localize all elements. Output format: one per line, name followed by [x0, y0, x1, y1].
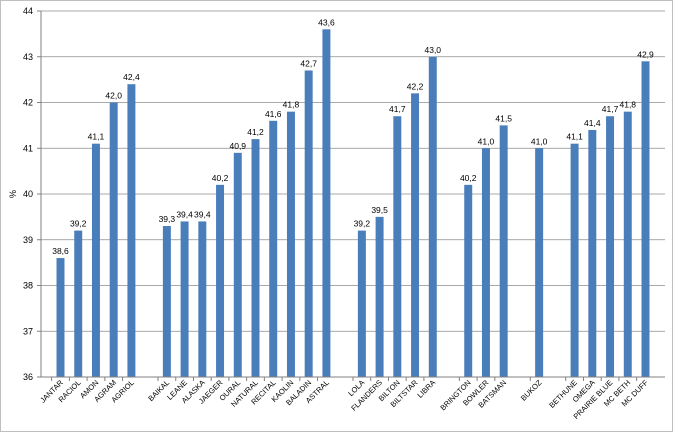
- bar: [162, 226, 171, 377]
- y-tick-label: 41: [23, 143, 33, 153]
- data-labels: 38,639,241,142,042,439,3 39,4 39,440,240,9…: [52, 17, 654, 256]
- bar: [570, 143, 579, 377]
- data-label: 39,2: [354, 219, 371, 229]
- data-label: 42,7: [300, 58, 317, 68]
- bar: [588, 129, 597, 377]
- bar: [535, 148, 544, 377]
- bar: [357, 230, 366, 377]
- data-label: 43,6: [318, 17, 335, 27]
- bar: [109, 102, 118, 377]
- bar: [269, 120, 278, 378]
- data-label: 39,4: [176, 209, 193, 219]
- data-label: 43,0: [424, 45, 441, 55]
- y-tick-label: 39: [23, 235, 33, 245]
- bar: [641, 61, 650, 377]
- data-label: 41,4: [584, 118, 601, 128]
- y-tick-label: 40: [23, 189, 33, 199]
- data-label: 41,7: [389, 104, 406, 114]
- data-label: 39,3: [159, 214, 176, 224]
- data-label: 41,6: [265, 109, 282, 119]
- bar: [499, 125, 508, 377]
- data-label: 41,7: [602, 104, 619, 114]
- y-tick-label: 42: [23, 98, 33, 108]
- data-label: 39,5: [371, 205, 388, 215]
- data-label: 41,1: [88, 132, 105, 142]
- y-axis-ticks: 36 37 38 39 40 41 42 43 44: [23, 6, 41, 382]
- y-axis-label: %: [8, 190, 18, 198]
- category-label: BUKOZ: [519, 378, 544, 403]
- bar: [74, 230, 83, 377]
- data-label: 41,8: [283, 100, 300, 110]
- bar: [251, 139, 260, 377]
- bar: [56, 258, 65, 377]
- y-tick-label: 36: [23, 372, 33, 382]
- category-label: LIBRA: [415, 378, 437, 400]
- y-tick-label: 43: [23, 52, 33, 62]
- bar: [481, 148, 490, 377]
- bar: [127, 84, 136, 377]
- data-label: 40,2: [460, 173, 477, 183]
- data-label: 41,5: [495, 113, 512, 123]
- bar: [286, 111, 295, 378]
- bars: [56, 29, 650, 378]
- bar: [91, 143, 100, 377]
- bar: [393, 116, 402, 377]
- bar: [322, 29, 331, 378]
- data-label: 42,0: [105, 91, 122, 101]
- data-label: 42,2: [407, 81, 424, 91]
- bar: [198, 221, 207, 377]
- category-label: BAIKAL: [146, 378, 171, 403]
- data-label: 41,8: [619, 100, 636, 110]
- data-label: 41,1: [566, 132, 583, 142]
- bar: [464, 184, 473, 377]
- data-label: 39,4: [194, 209, 211, 219]
- data-label: 41,0: [531, 136, 548, 146]
- data-label: 38,6: [52, 246, 69, 256]
- y-tick-label: 38: [23, 281, 33, 291]
- bar: [375, 216, 384, 377]
- data-label: 42,4: [123, 72, 140, 82]
- data-label: 42,9: [637, 49, 654, 59]
- data-label: 41,2: [247, 127, 264, 137]
- bar: [428, 56, 437, 377]
- data-label: 39,2: [70, 219, 87, 229]
- bar: [216, 184, 225, 377]
- bar: [304, 70, 313, 377]
- data-label: 41,0: [478, 136, 495, 146]
- data-label: 40,2: [212, 173, 229, 183]
- bar: [180, 221, 189, 377]
- bar: [606, 116, 615, 377]
- bar: [233, 152, 242, 377]
- bar: [623, 111, 632, 378]
- bar: [411, 93, 420, 377]
- y-tick-label: 44: [23, 6, 33, 16]
- data-label: 40,9: [229, 141, 246, 151]
- y-tick-label: 37: [23, 326, 33, 336]
- gridlines: [41, 10, 665, 332]
